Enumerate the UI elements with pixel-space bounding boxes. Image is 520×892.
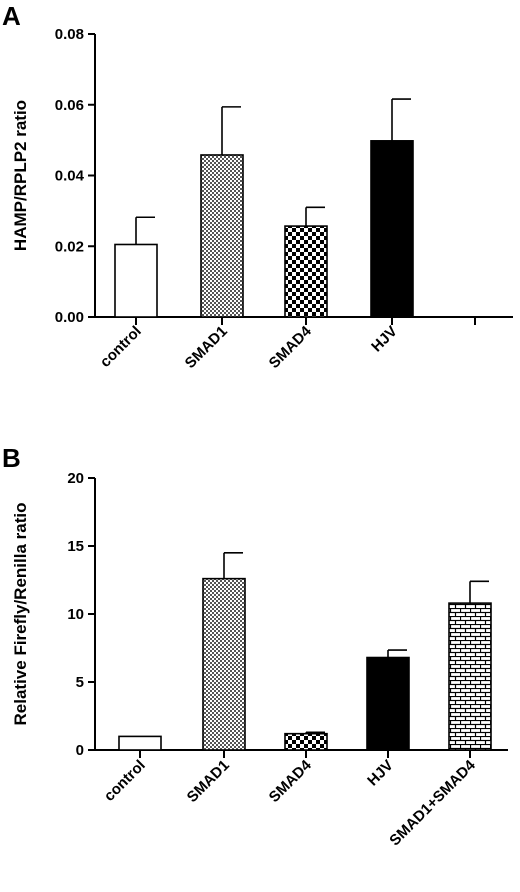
y-tick-label: 0.02: [55, 238, 84, 255]
y-tick-label: 0.00: [55, 309, 84, 326]
bar-control: [114, 243, 158, 318]
bar-hjv: [366, 656, 410, 751]
x-category-label: SMAD1+SMAD4: [386, 756, 479, 849]
x-category-label: SMAD4: [266, 322, 316, 372]
y-tick-label: 15: [67, 538, 84, 555]
panel-letter: A: [2, 1, 21, 31]
x-category-label: SMAD1: [184, 757, 233, 806]
x-category-label: HJV: [368, 323, 401, 356]
panel-letter: B: [2, 443, 21, 473]
panel-b-chart: B 0 5 10 15 20 Relative Firefly/Renilla ratio c…: [2, 443, 508, 849]
x-category-label: SMAD4: [266, 756, 316, 806]
y-axis-title: HAMP/RPLP2 ratio: [11, 100, 30, 251]
y-tick-label: 10: [67, 606, 84, 623]
bar-control: [118, 735, 162, 751]
y-axis-title: Relative Firefly/Renilla ratio: [11, 503, 30, 726]
y-tick-label: 0.04: [55, 168, 85, 185]
bar-smad4: [284, 732, 328, 751]
x-category-label: HJV: [364, 757, 397, 790]
x-category-label: control: [97, 323, 145, 371]
bar-smad4: [284, 225, 328, 318]
panel-a-chart: A 0.00 0.02 0.04 0.06 0.08 HAMP/RPLP2 ratio con…: [2, 1, 513, 372]
y-tick-label: 0.06: [55, 97, 84, 114]
x-category-label: SMAD1: [182, 323, 231, 372]
bar-smad1: [200, 154, 244, 318]
x-category-label: control: [101, 757, 149, 805]
bar-hjv: [370, 140, 414, 318]
y-tick-label: 0.08: [55, 26, 84, 43]
bar-smad1: [202, 577, 246, 751]
y-tick-label: 0: [76, 742, 84, 759]
bar-smad1+smad4: [448, 602, 492, 751]
y-tick-label: 20: [67, 470, 84, 487]
y-tick-label: 5: [76, 674, 84, 691]
